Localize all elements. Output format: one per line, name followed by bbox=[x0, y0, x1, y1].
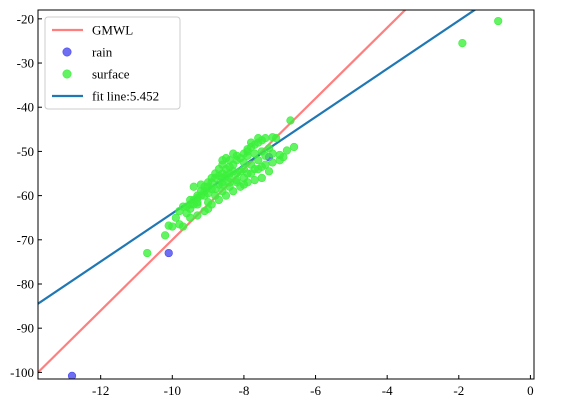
y-tick-label: -20 bbox=[17, 11, 34, 26]
surface-point bbox=[178, 222, 188, 231]
surface-point bbox=[186, 213, 195, 222]
y-tick-label: -50 bbox=[17, 144, 34, 159]
surface-point bbox=[282, 146, 291, 155]
surface-point bbox=[272, 134, 281, 143]
surface-point bbox=[193, 211, 202, 220]
x-tick-label: 0 bbox=[527, 383, 534, 398]
y-tick-label: -30 bbox=[17, 56, 34, 71]
surface-point bbox=[250, 149, 259, 158]
rain-point bbox=[67, 371, 77, 379]
surface-point bbox=[211, 184, 220, 194]
surface-point bbox=[275, 150, 284, 160]
surface-point bbox=[243, 145, 252, 154]
surface-point bbox=[225, 178, 234, 187]
y-tick-label: -100 bbox=[10, 365, 34, 380]
surface-point bbox=[161, 231, 170, 240]
surface-point bbox=[221, 191, 231, 200]
surface-point bbox=[193, 198, 202, 207]
x-tick-label: -6 bbox=[310, 383, 321, 398]
x-tick-label: -10 bbox=[164, 383, 181, 398]
surface-point bbox=[257, 173, 266, 183]
legend-box bbox=[44, 16, 181, 110]
surface-point bbox=[257, 147, 266, 156]
surface-point bbox=[458, 39, 467, 48]
y-tick-label: -80 bbox=[17, 276, 34, 291]
surface-point bbox=[225, 169, 234, 178]
y-tick-label: -40 bbox=[17, 100, 34, 115]
y-tick-label: -90 bbox=[17, 321, 34, 336]
surface-point bbox=[218, 173, 227, 183]
surface-point bbox=[204, 189, 213, 198]
y-tick-label: -60 bbox=[17, 188, 34, 203]
surface-point bbox=[239, 158, 249, 167]
surface-point bbox=[261, 134, 270, 143]
surface-point bbox=[178, 202, 188, 211]
legend-label: rain bbox=[92, 45, 113, 60]
surface-point bbox=[494, 16, 503, 26]
surface-point bbox=[250, 164, 259, 174]
x-tick-label: -8 bbox=[238, 383, 249, 398]
plot-frame bbox=[37, 9, 535, 380]
surface-point bbox=[214, 195, 223, 205]
legend-swatch bbox=[62, 47, 72, 57]
surface-point bbox=[257, 162, 266, 171]
surface-point bbox=[186, 195, 195, 205]
legend: GMWL rain surface fit line:5.452 bbox=[44, 16, 181, 110]
surface-point bbox=[143, 248, 152, 258]
surface-point bbox=[164, 221, 173, 230]
x-tick-label: -12 bbox=[92, 383, 109, 398]
surface-point bbox=[229, 187, 238, 196]
surface-point bbox=[229, 149, 238, 158]
surface-point bbox=[250, 176, 259, 185]
surface-point bbox=[268, 158, 277, 167]
surface-point bbox=[218, 156, 227, 165]
surface-point bbox=[236, 167, 245, 176]
legend-label: fit line:5.452 bbox=[92, 89, 159, 104]
surface-point bbox=[264, 167, 274, 176]
surface-point bbox=[243, 169, 252, 178]
surface-point bbox=[189, 182, 198, 191]
surface-point bbox=[171, 213, 180, 222]
fit-line bbox=[38, 10, 477, 305]
surface-point bbox=[289, 142, 299, 152]
gmwl-line bbox=[38, 10, 407, 374]
rain-point bbox=[164, 248, 173, 258]
legend-swatch bbox=[62, 69, 72, 79]
surface-point bbox=[286, 116, 295, 125]
surface-point bbox=[254, 134, 263, 143]
surface-point bbox=[268, 149, 277, 158]
surface-point bbox=[232, 176, 241, 185]
surface-point bbox=[246, 138, 256, 147]
surface-point bbox=[196, 180, 206, 189]
legend-label: surface bbox=[92, 67, 130, 82]
surface-point bbox=[204, 204, 213, 213]
surface-point bbox=[239, 180, 249, 189]
surface-point bbox=[254, 156, 263, 165]
x-tick-label: -4 bbox=[382, 383, 393, 398]
legend-label: GMWL bbox=[92, 23, 133, 38]
y-tick-label: -70 bbox=[17, 232, 34, 247]
x-tick-label: -2 bbox=[453, 383, 464, 398]
